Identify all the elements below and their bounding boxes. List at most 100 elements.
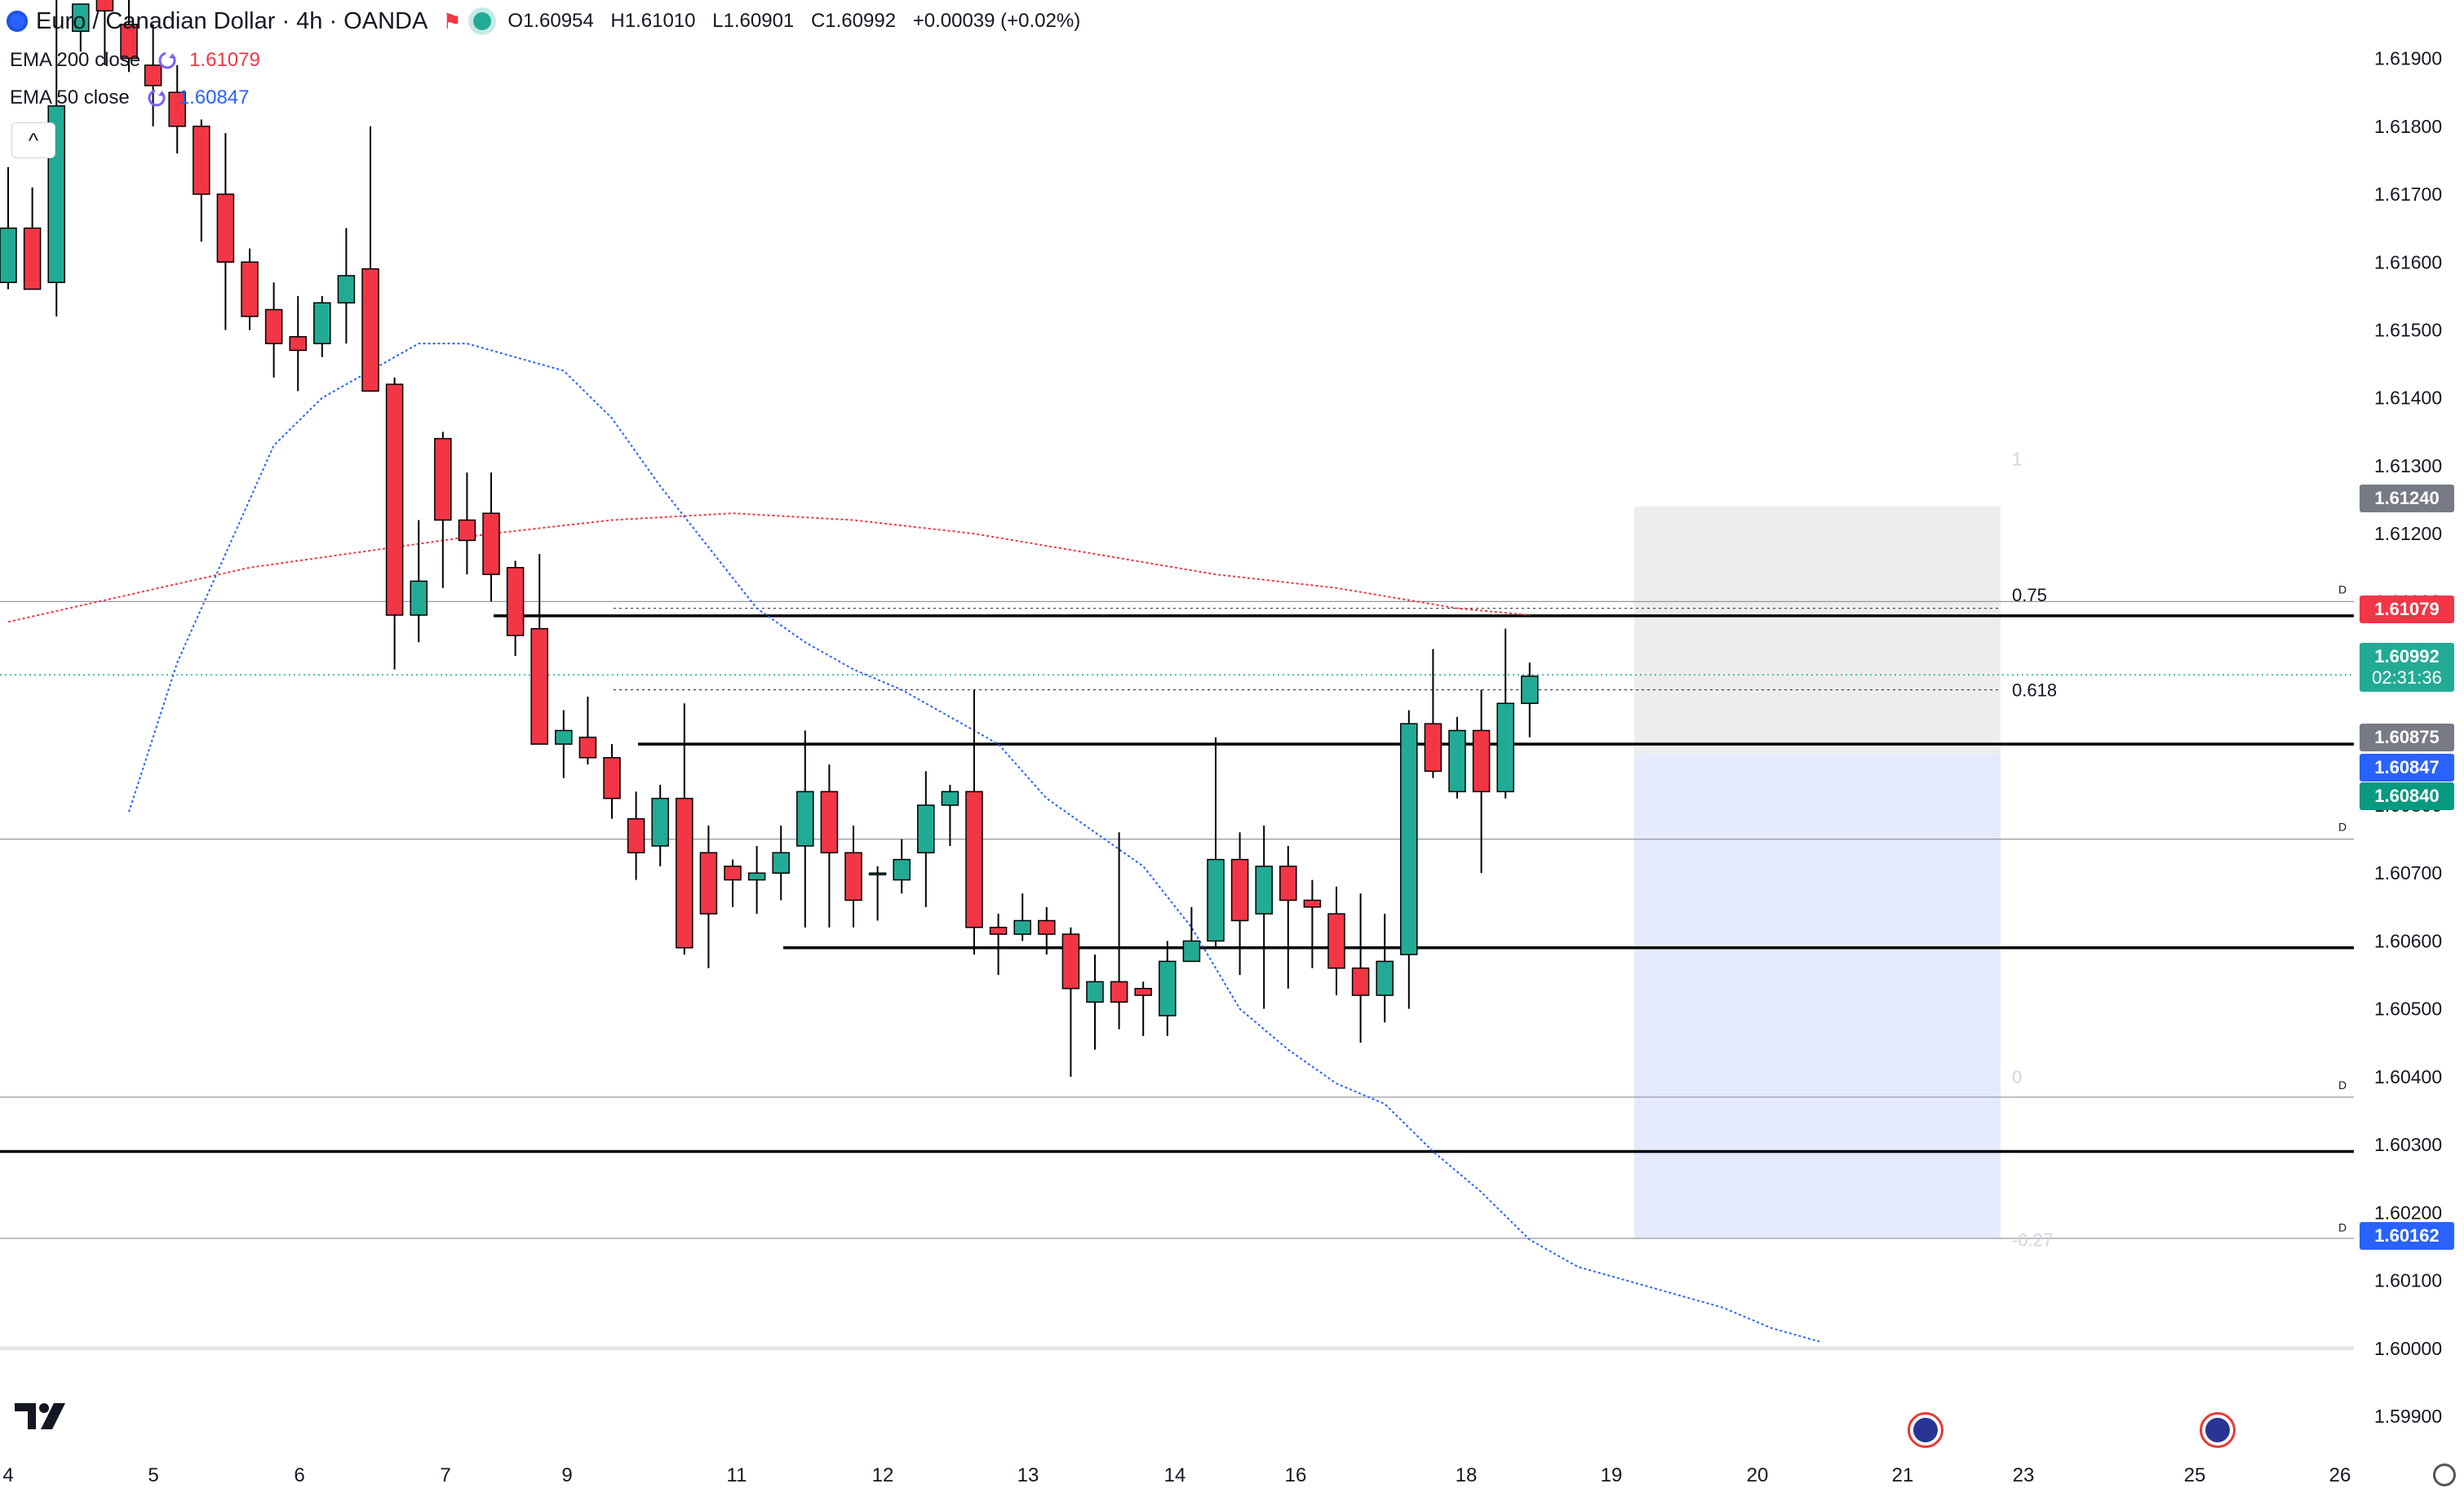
candle xyxy=(120,0,138,73)
candle-body xyxy=(603,757,621,799)
candle-body xyxy=(482,512,500,575)
candle xyxy=(482,472,500,602)
level-marker: D xyxy=(2338,821,2347,834)
candle-body xyxy=(772,852,790,874)
candle xyxy=(361,126,379,392)
candle-body xyxy=(1424,723,1443,773)
candle-body xyxy=(1134,987,1152,996)
collapse-legend-button[interactable]: ^ xyxy=(11,122,55,158)
level-marker: D xyxy=(2338,1078,2347,1092)
candle-body xyxy=(1303,899,1322,908)
candle xyxy=(868,866,887,921)
y-tick-label: 1.61200 xyxy=(2374,523,2442,544)
candle xyxy=(724,859,742,907)
open-value: O1.60954 xyxy=(507,10,594,32)
candle-body xyxy=(385,383,404,616)
y-tick-label: 1.61500 xyxy=(2374,319,2442,340)
economic-event-icon[interactable] xyxy=(1908,1412,1943,1448)
candle-body xyxy=(941,790,959,806)
candle xyxy=(893,839,911,894)
candle-body xyxy=(1279,866,1297,901)
candle-body xyxy=(676,797,694,949)
y-tick-label: 1.60600 xyxy=(2374,930,2442,951)
tradingview-logo-icon[interactable] xyxy=(15,1400,69,1433)
candle xyxy=(410,520,428,643)
ema50-legend[interactable]: EMA 50 close 1.60847 xyxy=(10,82,250,114)
candle-body xyxy=(289,336,307,352)
price-label: 1.60875 xyxy=(2360,724,2454,751)
candle xyxy=(1207,737,1225,948)
x-tick-label: 21 xyxy=(1892,1464,1914,1486)
candle-body xyxy=(699,852,718,914)
reload-icon[interactable] xyxy=(155,48,179,73)
candle xyxy=(530,554,548,745)
economic-event-icon[interactable] xyxy=(2200,1412,2236,1448)
candle xyxy=(241,248,259,330)
candle xyxy=(1496,628,1514,799)
candle xyxy=(1013,893,1031,941)
fib-label: -0.27 xyxy=(2012,1230,2053,1251)
candle-body xyxy=(724,866,742,881)
candle-body xyxy=(868,872,887,875)
candle-body xyxy=(1376,960,1394,996)
settings-icon[interactable] xyxy=(2433,1464,2456,1486)
candle xyxy=(989,914,1008,976)
candle-body xyxy=(241,261,259,317)
fib-label: 0.75 xyxy=(2012,585,2047,605)
candle-body xyxy=(337,275,356,303)
candle xyxy=(385,377,404,670)
candle-body xyxy=(796,790,814,847)
ema200-value: 1.61079 xyxy=(189,49,260,71)
x-tick-label: 26 xyxy=(2329,1464,2351,1486)
ema200-label: EMA 200 close xyxy=(10,49,141,71)
candle xyxy=(337,228,356,344)
symbol-title[interactable]: Euro / Canadian Dollar · 4h · OANDA xyxy=(36,7,428,34)
candle xyxy=(264,282,283,378)
candle xyxy=(1038,906,1056,955)
candle xyxy=(458,472,476,575)
price-label: 1.61079 xyxy=(2360,596,2454,623)
x-tick-label: 13 xyxy=(1017,1464,1039,1486)
candle-body xyxy=(555,729,573,745)
flag-icon[interactable]: ⚑ xyxy=(442,9,462,33)
candle xyxy=(578,696,597,765)
x-tick-label: 7 xyxy=(440,1464,450,1486)
high-value: H1.61010 xyxy=(610,10,696,32)
candle xyxy=(555,710,573,778)
x-tick-label: 6 xyxy=(294,1464,304,1486)
candle-body xyxy=(72,3,90,33)
candle-body xyxy=(361,268,379,392)
level-marker: D xyxy=(2338,1221,2347,1234)
candle-body xyxy=(120,24,138,60)
price-label: 1.60162 xyxy=(2360,1222,2454,1250)
candle xyxy=(95,0,114,65)
x-tick-label: 12 xyxy=(872,1464,894,1486)
ema200-legend[interactable]: EMA 200 close 1.61079 xyxy=(10,44,260,77)
candle xyxy=(1061,927,1080,1077)
candle xyxy=(1230,832,1249,976)
reload-icon[interactable] xyxy=(144,86,169,110)
y-tick-label: 1.61800 xyxy=(2374,116,2442,137)
candle xyxy=(1327,886,1345,996)
y-tick-label: 1.61600 xyxy=(2374,251,2442,272)
ema50-label: EMA 50 close xyxy=(10,86,130,108)
candle-body xyxy=(530,627,548,745)
candle-body xyxy=(1207,858,1225,942)
y-tick-label: 1.61900 xyxy=(2374,48,2442,69)
x-tick-label: 18 xyxy=(1456,1464,1478,1486)
candle-body xyxy=(434,437,452,521)
candle xyxy=(1424,649,1443,778)
price-label: 1.60840 xyxy=(2360,782,2454,810)
y-tick-label: 1.60300 xyxy=(2374,1134,2442,1155)
close-value: C1.60992 xyxy=(810,10,897,32)
candle xyxy=(193,119,211,242)
price-label: 1.61240 xyxy=(2360,485,2454,512)
candle-body xyxy=(1255,866,1273,914)
candle-body xyxy=(23,227,42,290)
candle xyxy=(917,771,935,907)
x-tick-label: 19 xyxy=(1601,1464,1623,1486)
candle xyxy=(1472,689,1491,874)
candle xyxy=(506,560,525,656)
y-tick-label: 1.60100 xyxy=(2374,1270,2442,1291)
